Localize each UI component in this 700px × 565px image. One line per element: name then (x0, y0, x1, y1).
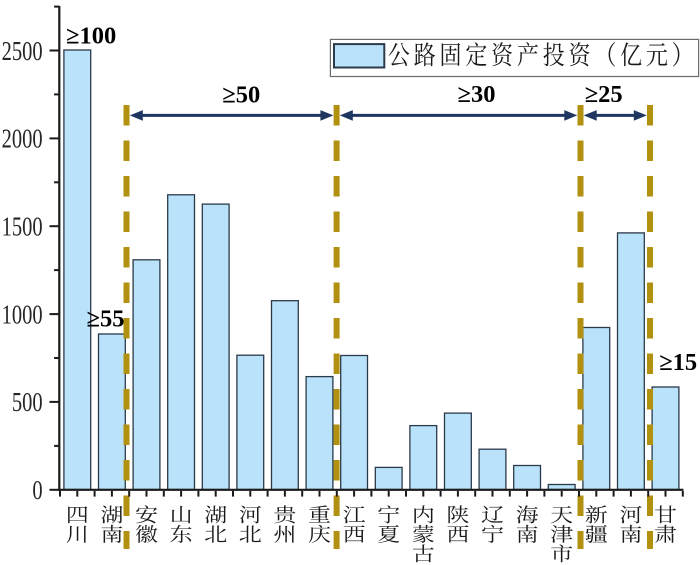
svg-text:1500: 1500 (2, 212, 43, 243)
svg-text:2000: 2000 (2, 124, 43, 155)
svg-text:≥25: ≥25 (585, 81, 623, 108)
svg-text:≥55: ≥55 (87, 306, 125, 333)
svg-text:≥30: ≥30 (458, 81, 496, 108)
svg-text:500: 500 (12, 387, 43, 418)
svg-text:0: 0 (32, 475, 42, 506)
svg-text:2500: 2500 (2, 36, 43, 67)
svg-text:≥100: ≥100 (66, 23, 116, 50)
svg-text:≥15: ≥15 (659, 349, 697, 376)
svg-text:≥50: ≥50 (222, 82, 260, 109)
svg-text:1000: 1000 (2, 300, 43, 331)
